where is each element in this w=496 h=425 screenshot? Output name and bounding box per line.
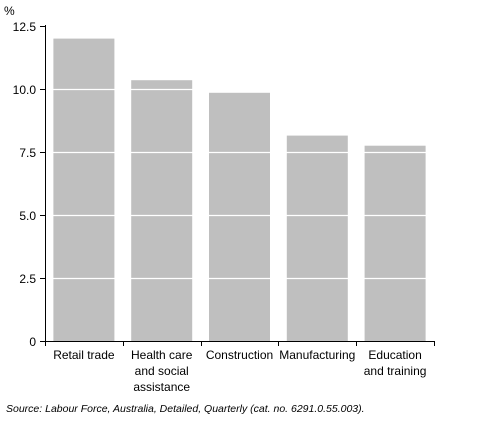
bar-2 [209, 92, 270, 341]
bar-4 [364, 145, 426, 341]
bar-3 [286, 135, 348, 341]
x-tick-label-line: and social [135, 364, 189, 378]
x-tick-label-3: Manufacturing [279, 348, 355, 362]
x-tick-label-line: Construction [206, 348, 273, 362]
x-tick-label-0: Retail trade [53, 348, 115, 362]
y-tick-labels: 0 2.5 5.0 7.5 10.0 12.5 [13, 20, 37, 349]
axes [40, 25, 435, 346]
x-tick-labels: Retail trade Health care and social assista… [53, 348, 426, 394]
x-tick-label-line: assistance [133, 380, 190, 394]
x-tick-label-line: Retail trade [53, 348, 115, 362]
gridlines [45, 25, 434, 280]
bar-0 [53, 38, 115, 341]
x-tick-label-1: Health care and social assistance [131, 348, 193, 394]
x-tick-label-line: Education [368, 348, 421, 362]
y-tick-label-1: 2.5 [19, 272, 36, 286]
x-tick-label-4: Education and training [364, 348, 427, 378]
y-tick-label-5: 12.5 [13, 20, 37, 34]
x-tick-label-2: Construction [206, 348, 273, 362]
bar-chart: % 0 2.5 5.0 7.5 10.0 12.5 Retail trade Health … [4, 4, 435, 394]
y-tick-label-2: 5.0 [19, 209, 36, 223]
bars [53, 38, 426, 341]
x-tick-label-line: Health care [131, 348, 193, 362]
x-tick-label-line: and training [364, 364, 427, 378]
y-tick-label-4: 10.0 [13, 83, 37, 97]
y-tick-label-3: 7.5 [19, 146, 36, 160]
x-tick-label-line: Manufacturing [279, 348, 355, 362]
source-note: Source: Labour Force, Australia, Detaile… [6, 403, 365, 415]
bar-1 [131, 80, 193, 341]
y-tick-label-0: 0 [29, 335, 36, 349]
y-axis-label: % [4, 4, 15, 18]
